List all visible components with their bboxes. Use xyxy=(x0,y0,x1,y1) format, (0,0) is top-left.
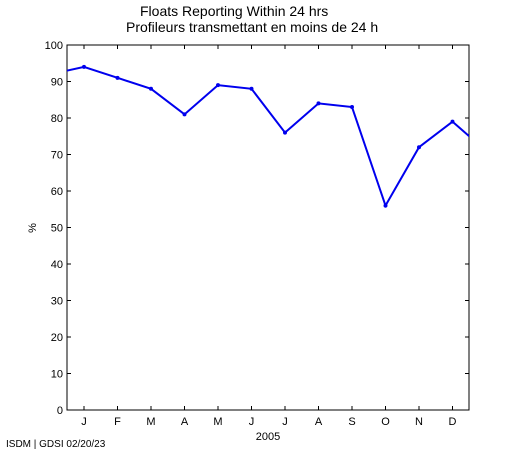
y-axis-label: % xyxy=(27,223,39,233)
data-point xyxy=(350,105,354,110)
y-tick-label: 60 xyxy=(51,186,63,198)
y-tick-label: 90 xyxy=(51,77,63,89)
data-point xyxy=(484,149,488,153)
x-tick-label: A xyxy=(181,416,189,428)
y-tick-label: 20 xyxy=(51,332,63,344)
series-line xyxy=(67,65,469,209)
y-tick-label: 70 xyxy=(51,150,63,162)
x-tick-label: M xyxy=(213,416,222,428)
data-point xyxy=(383,203,388,208)
data-point xyxy=(182,112,187,117)
data-point xyxy=(115,75,120,80)
x-tick-label: O xyxy=(381,416,390,428)
data-point xyxy=(316,101,321,106)
y-axis: 0 10 20 30 40 50 60 70 80 90 100 xyxy=(45,40,469,417)
y-tick-label: 40 xyxy=(51,259,63,271)
footer-credit: ISDM | GDSI 02/20/23 xyxy=(6,439,106,450)
x-tick-label: D xyxy=(449,416,457,428)
x-tick-label: J xyxy=(282,416,288,428)
data-point xyxy=(283,130,287,135)
y-tick-label: 10 xyxy=(51,369,63,381)
data-point xyxy=(450,119,455,124)
x-tick-label: F xyxy=(114,416,121,428)
chart-subtitle: Profileurs transmettant en moins de 24 h xyxy=(126,19,378,35)
plot-area xyxy=(66,44,470,411)
y-tick-label: 30 xyxy=(51,296,63,308)
chart-title: Floats Reporting Within 24 hrs xyxy=(140,3,328,19)
data-point xyxy=(216,83,220,88)
data-point xyxy=(82,64,86,69)
y-tick-label: 80 xyxy=(51,113,63,125)
y-tick-label: 50 xyxy=(51,223,63,235)
x-tick-label: S xyxy=(348,416,355,428)
data-point xyxy=(417,145,421,150)
data-series xyxy=(67,64,488,209)
x-tick-label: A xyxy=(315,416,323,428)
x-axis-label: 2005 xyxy=(256,431,280,443)
x-tick-label: N xyxy=(415,416,423,428)
y-tick-label: 0 xyxy=(57,405,63,417)
x-tick-label: J xyxy=(249,416,255,428)
x-tick-label: J xyxy=(81,416,87,428)
data-point xyxy=(249,86,254,91)
x-tick-label: M xyxy=(146,416,155,428)
data-point xyxy=(149,86,153,91)
y-tick-label: 100 xyxy=(45,40,63,52)
